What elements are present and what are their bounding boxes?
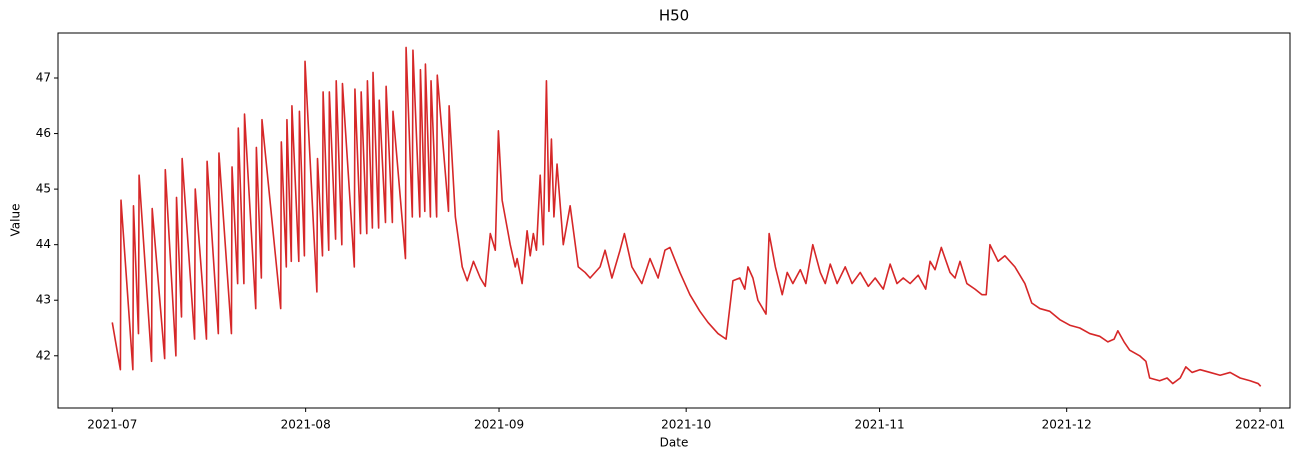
x-tick-label: 2021-09 bbox=[474, 418, 524, 432]
x-tick-label: 2021-10 bbox=[661, 418, 711, 432]
plot-frame bbox=[57, 32, 1291, 409]
y-tick-label: 44 bbox=[36, 237, 51, 251]
chart-title: H50 bbox=[659, 7, 689, 25]
data-line bbox=[111, 46, 1262, 387]
x-axis-label: Date bbox=[660, 436, 689, 450]
x-tick-label: 2021-12 bbox=[1042, 418, 1092, 432]
y-axis-label: Value bbox=[9, 204, 23, 237]
x-tick-label: 2022-01 bbox=[1235, 418, 1285, 432]
x-tick-label: 2021-11 bbox=[854, 418, 904, 432]
y-tick-label: 47 bbox=[36, 71, 51, 85]
y-tick-label: 46 bbox=[36, 126, 51, 140]
x-tick-label: 2021-07 bbox=[87, 418, 137, 432]
x-tick-label: 2021-08 bbox=[281, 418, 331, 432]
y-tick-label: 45 bbox=[36, 182, 51, 196]
y-tick-label: 43 bbox=[36, 293, 51, 307]
y-tick-label: 42 bbox=[36, 348, 51, 362]
